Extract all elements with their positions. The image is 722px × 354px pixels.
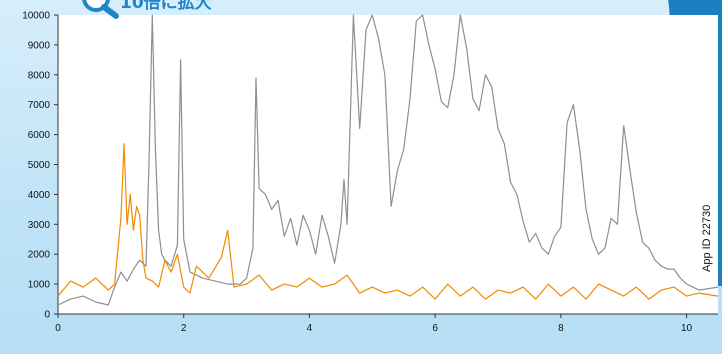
y-tick-label: 1000: [28, 280, 51, 291]
y-tick-label: 9000: [28, 40, 51, 51]
y-tick-label: 6000: [28, 130, 51, 141]
x-ticks: 0 2 4 6 8 10: [55, 314, 693, 334]
y-tick-label: 4000: [28, 190, 51, 201]
series-line-1: [57, 143, 719, 300]
y-ticks: 0 1000 2000 3000 4000 5000 6000 7000 8000 9000 100…: [22, 11, 58, 321]
banner: 10倍に拡大: [82, 0, 212, 19]
y-tick-label: 10000: [22, 11, 50, 22]
y-tick-label: 0: [44, 310, 50, 321]
series-layer: [57, 14, 719, 306]
series-line-0: [57, 14, 719, 306]
x-tick-label: 0: [55, 323, 61, 334]
app-id-label: App ID 22730: [701, 205, 713, 272]
y-tick-label: 3000: [28, 220, 51, 231]
x-tick-label: 8: [558, 323, 564, 334]
x-tick-label: 4: [307, 323, 313, 334]
y-tick-label: 2000: [28, 250, 51, 261]
plot-area: [58, 15, 718, 314]
magnifier-icon: [82, 0, 119, 19]
x-tick-label: 10: [681, 323, 693, 334]
x-tick-label: 2: [181, 323, 187, 334]
y-tick-label: 5000: [28, 160, 51, 171]
banner-title: 10倍に拡大: [120, 0, 212, 13]
x-tick-label: 6: [432, 323, 438, 334]
y-tick-label: 7000: [28, 100, 51, 111]
y-tick-label: 8000: [28, 70, 51, 81]
